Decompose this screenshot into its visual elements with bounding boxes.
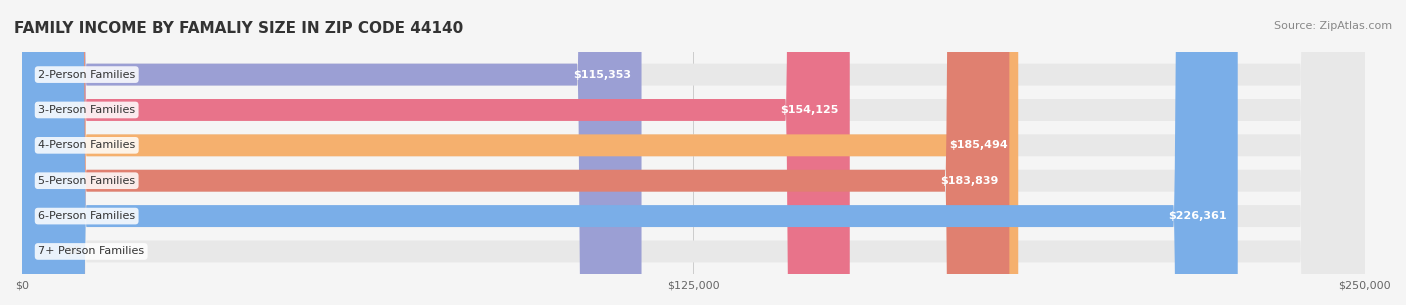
Text: Source: ZipAtlas.com: Source: ZipAtlas.com [1274,21,1392,31]
FancyBboxPatch shape [22,0,1365,305]
FancyBboxPatch shape [22,0,641,305]
Text: $226,361: $226,361 [1168,211,1227,221]
FancyBboxPatch shape [22,0,1365,305]
FancyBboxPatch shape [22,0,1237,305]
Text: 7+ Person Families: 7+ Person Families [38,246,145,257]
FancyBboxPatch shape [22,0,1365,305]
Text: 2-Person Families: 2-Person Families [38,70,135,80]
Text: $154,125: $154,125 [780,105,839,115]
FancyBboxPatch shape [22,0,1365,305]
Text: $0: $0 [65,246,80,257]
Text: 6-Person Families: 6-Person Families [38,211,135,221]
Text: 3-Person Families: 3-Person Families [38,105,135,115]
Text: $185,494: $185,494 [949,140,1008,150]
Text: $115,353: $115,353 [572,70,631,80]
FancyBboxPatch shape [22,0,1010,305]
FancyBboxPatch shape [22,0,1018,305]
Text: $183,839: $183,839 [941,176,998,186]
Text: 4-Person Families: 4-Person Families [38,140,135,150]
FancyBboxPatch shape [22,0,849,305]
Text: FAMILY INCOME BY FAMALIY SIZE IN ZIP CODE 44140: FAMILY INCOME BY FAMALIY SIZE IN ZIP COD… [14,21,464,36]
FancyBboxPatch shape [22,0,1365,305]
FancyBboxPatch shape [22,0,1365,305]
Text: 5-Person Families: 5-Person Families [38,176,135,186]
